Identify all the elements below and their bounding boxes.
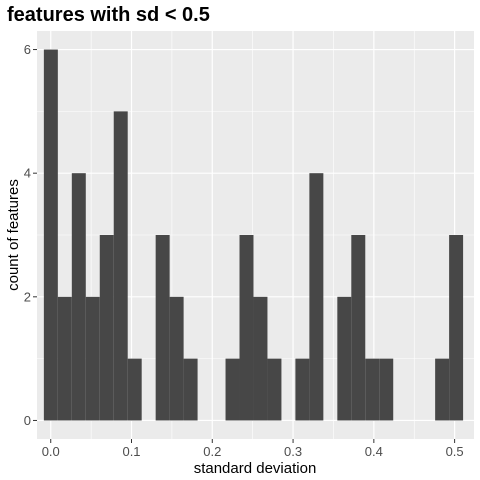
x-tick-label: 0.1 bbox=[122, 444, 140, 459]
histogram-bar bbox=[351, 235, 366, 421]
histogram-bar bbox=[183, 358, 198, 421]
histogram-bar bbox=[295, 358, 310, 421]
histogram-bar bbox=[71, 173, 86, 421]
y-tick-label: 4 bbox=[24, 166, 31, 181]
histogram-bar bbox=[99, 235, 114, 421]
histogram-bar bbox=[379, 358, 394, 421]
y-axis: 0 2 4 6 bbox=[24, 42, 37, 428]
histogram-bar bbox=[337, 296, 352, 421]
histogram-bar bbox=[155, 235, 170, 421]
y-tick-label: 2 bbox=[24, 289, 31, 304]
x-axis-title: standard deviation bbox=[194, 460, 317, 477]
histogram-bar bbox=[365, 358, 380, 421]
histogram-bar bbox=[309, 173, 324, 421]
x-tick-label: 0.5 bbox=[446, 444, 464, 459]
x-tick-label: 0.4 bbox=[365, 444, 383, 459]
x-tick-label: 0.2 bbox=[203, 444, 221, 459]
histogram-bar bbox=[449, 235, 464, 421]
y-tick-label: 6 bbox=[24, 42, 31, 57]
bars bbox=[43, 49, 464, 421]
histogram-bar bbox=[43, 49, 58, 421]
histogram-bar bbox=[127, 358, 142, 421]
histogram-bar bbox=[113, 111, 128, 421]
y-axis-title: count of features bbox=[5, 179, 22, 291]
x-tick-label: 0.0 bbox=[42, 444, 60, 459]
histogram-bar bbox=[57, 296, 72, 421]
histogram-bar bbox=[85, 296, 100, 421]
histogram-bar bbox=[267, 358, 282, 421]
histogram-bar bbox=[239, 235, 254, 421]
histogram-bar bbox=[435, 358, 450, 421]
chart-title: features with sd < 0.5 bbox=[7, 4, 210, 26]
histogram-bar bbox=[169, 296, 184, 421]
histogram-bar bbox=[225, 358, 240, 421]
x-axis: 0.0 0.1 0.2 0.3 0.4 0.5 bbox=[42, 439, 464, 459]
y-tick-label: 0 bbox=[24, 413, 31, 428]
histogram-bar bbox=[253, 296, 268, 421]
x-tick-label: 0.3 bbox=[284, 444, 302, 459]
